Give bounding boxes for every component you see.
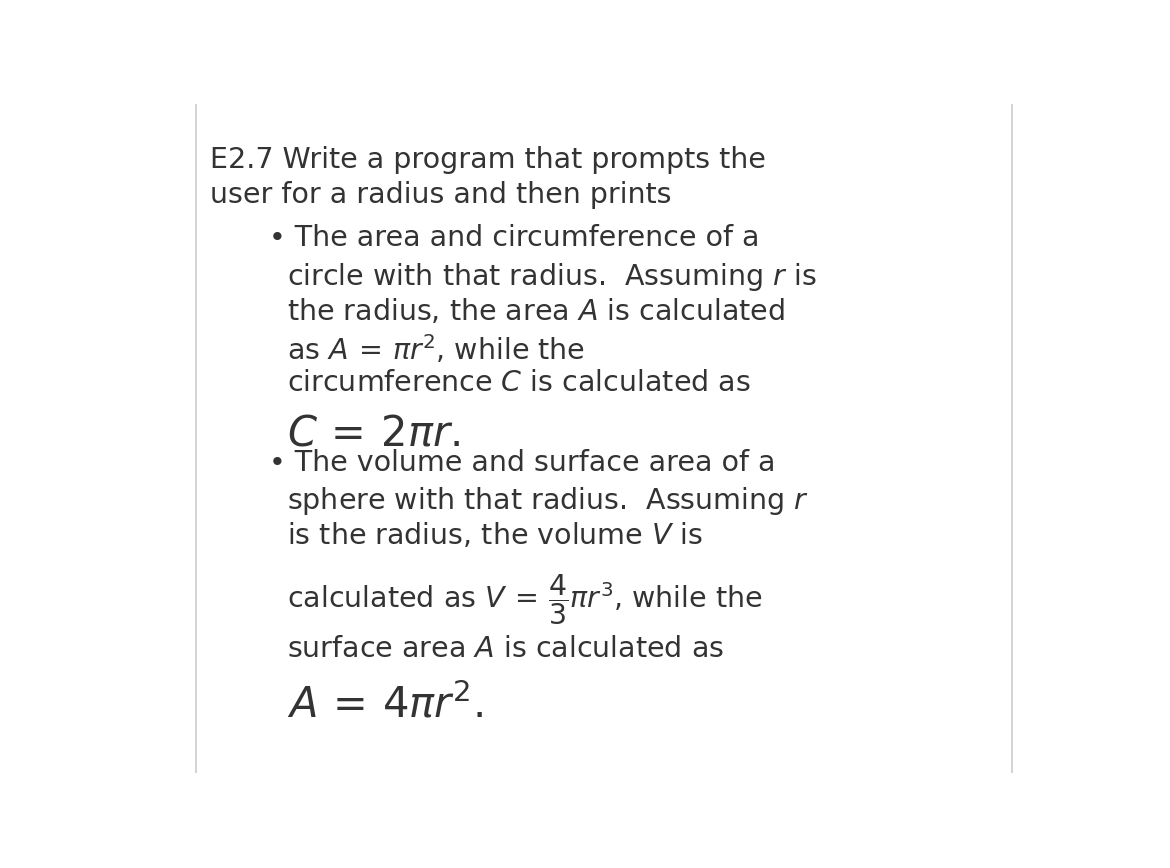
Text: as $A\, =\, \pi r^{2}$, while the: as $A\, =\, \pi r^{2}$, while the [287, 332, 585, 365]
Text: surface area $A$ is calculated as: surface area $A$ is calculated as [287, 635, 724, 663]
Text: circumference $C$ is calculated as: circumference $C$ is calculated as [287, 369, 750, 397]
Text: • The volume and surface area of a: • The volume and surface area of a [269, 449, 776, 477]
Text: circle with that radius.  Assuming $r$ is: circle with that radius. Assuming $r$ is [287, 260, 817, 293]
Text: calculated as $V\, =\, \dfrac{4}{3}\pi r^{3}$, while the: calculated as $V\, =\, \dfrac{4}{3}\pi r… [287, 572, 763, 627]
Text: the radius, the area $A$ is calculated: the radius, the area $A$ is calculated [287, 297, 785, 326]
Text: E2.7 Write a program that prompts the: E2.7 Write a program that prompts the [209, 146, 765, 174]
Text: user for a radius and then prints: user for a radius and then prints [209, 181, 672, 209]
Text: sphere with that radius.  Assuming $r$: sphere with that radius. Assuming $r$ [287, 485, 808, 517]
Text: • The area and circumference of a: • The area and circumference of a [269, 225, 759, 253]
Text: $C\, =\, 2\pi r.$: $C\, =\, 2\pi r.$ [287, 413, 460, 455]
Text: $A\, =\, 4\pi r^{2}.$: $A\, =\, 4\pi r^{2}.$ [287, 684, 483, 727]
Text: is the radius, the volume $V$ is: is the radius, the volume $V$ is [287, 521, 703, 550]
